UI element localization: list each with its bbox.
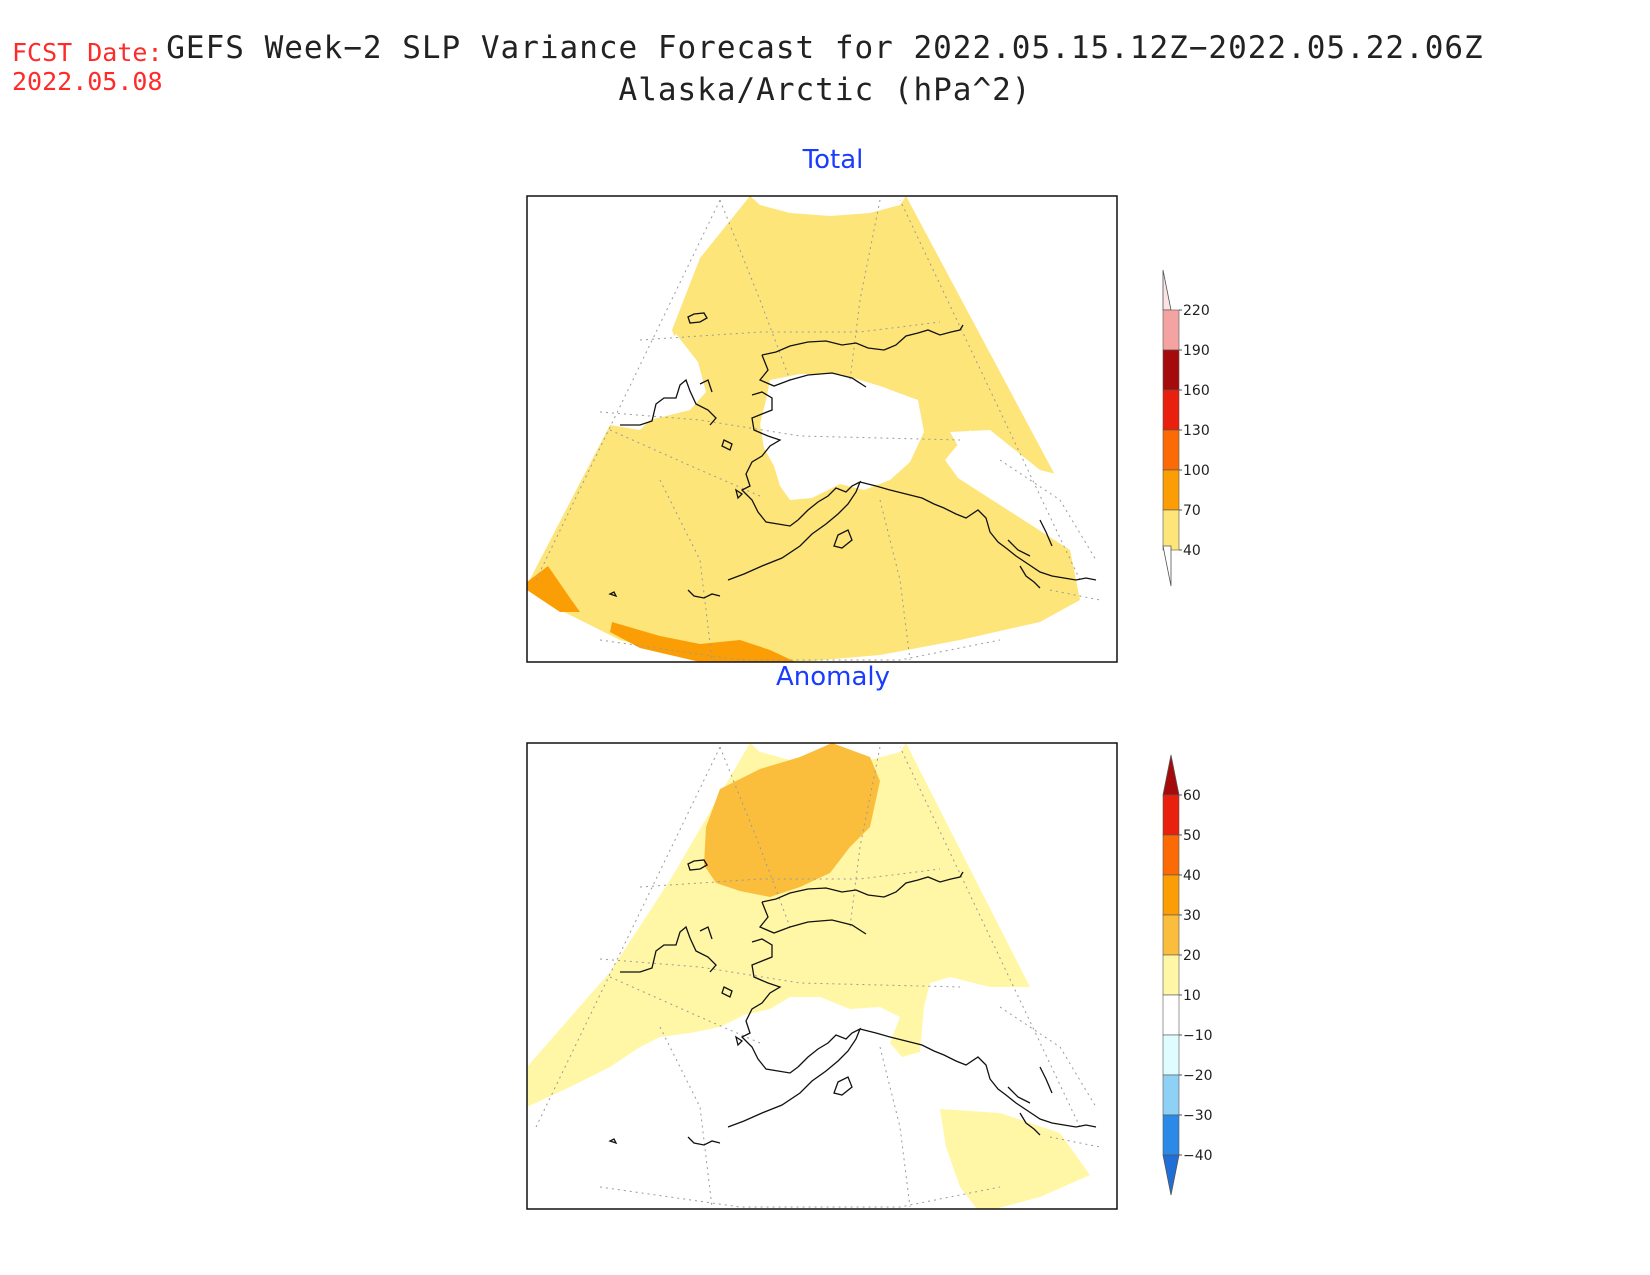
total-colorbar-tick-label: 100 <box>1183 463 1210 479</box>
total-colorbar-swatch <box>1162 469 1180 511</box>
anomaly-colorbar-tick-label: −30 <box>1183 1108 1213 1124</box>
anomaly-colorbar-swatch <box>1162 874 1180 916</box>
anomaly-colorbar-top-arrow <box>1162 754 1180 796</box>
anomaly-colorbar-swatch <box>1162 1074 1180 1116</box>
total-colorbar: 220 190 160 130 100 70 40 <box>1162 269 1210 587</box>
anomaly-colorbar-tick-label: −20 <box>1183 1068 1213 1084</box>
anomaly-colorbar-swatch <box>1162 834 1180 876</box>
total-colorbar-swatch <box>1162 429 1180 471</box>
anomaly-colorbar-swatch <box>1162 994 1180 1036</box>
total-colorbar-swatch <box>1162 309 1180 351</box>
map-title-line1: GEFS Week−2 SLP Variance Forecast for 20… <box>166 30 1484 66</box>
forecast-date-label: FCST Date: <box>12 38 163 67</box>
anomaly-colorbar-tick-label: −10 <box>1183 1028 1213 1044</box>
anomaly-colorbar-tick-label: −40 <box>1183 1148 1213 1164</box>
anomaly-colorbar: 60 50 40 30 20 10 −10 −20 −30 −40 <box>1162 754 1213 1196</box>
anomaly-map <box>527 743 1117 1209</box>
anomaly-panel-title: Anomaly <box>775 662 891 692</box>
anomaly-map-frame <box>526 742 1118 1210</box>
anomaly-colorbar-swatch <box>1162 954 1180 996</box>
total-panel-title: Total <box>802 145 864 175</box>
anomaly-colorbar-tick-label: 30 <box>1183 908 1201 924</box>
total-colorbar-tick-label: 70 <box>1183 503 1201 519</box>
anomaly-colorbar-tick-label: 60 <box>1183 788 1201 804</box>
total-colorbar-tick-label: 160 <box>1183 383 1210 399</box>
total-colorbar-swatch <box>1162 349 1180 391</box>
total-colorbar-tick-label: 220 <box>1183 303 1210 319</box>
anomaly-colorbar-tick-label: 50 <box>1183 828 1201 844</box>
forecast-date-value: 2022.05.08 <box>12 67 163 96</box>
anomaly-colorbar-bottom-arrow <box>1162 1154 1180 1196</box>
total-map <box>527 196 1117 662</box>
total-colorbar-swatch <box>1162 389 1180 431</box>
map-title-line2: Alaska/Arctic (hPa^2) <box>618 72 1032 108</box>
anomaly-colorbar-swatch <box>1162 914 1180 956</box>
total-colorbar-tick-label: 40 <box>1183 543 1201 559</box>
map-title: GEFS Week−2 SLP Variance Forecast for 20… <box>0 30 1650 108</box>
anomaly-colorbar-swatch <box>1162 794 1180 836</box>
total-colorbar-bottom-arrow <box>1162 545 1172 587</box>
anomaly-colorbar-tick-label: 20 <box>1183 948 1201 964</box>
total-colorbar-swatch <box>1162 509 1180 551</box>
anomaly-colorbar-tick-label: 10 <box>1183 988 1201 1004</box>
total-colorbar-top-arrow <box>1162 269 1172 311</box>
forecast-date-block: FCST Date: 2022.05.08 <box>12 38 163 96</box>
anomaly-colorbar-swatch <box>1162 1034 1180 1076</box>
total-map-frame <box>526 195 1118 663</box>
total-colorbar-tick-label: 190 <box>1183 343 1210 359</box>
anomaly-colorbar-tick-label: 40 <box>1183 868 1201 884</box>
total-colorbar-tick-label: 130 <box>1183 423 1210 439</box>
anomaly-colorbar-swatch <box>1162 1114 1180 1156</box>
